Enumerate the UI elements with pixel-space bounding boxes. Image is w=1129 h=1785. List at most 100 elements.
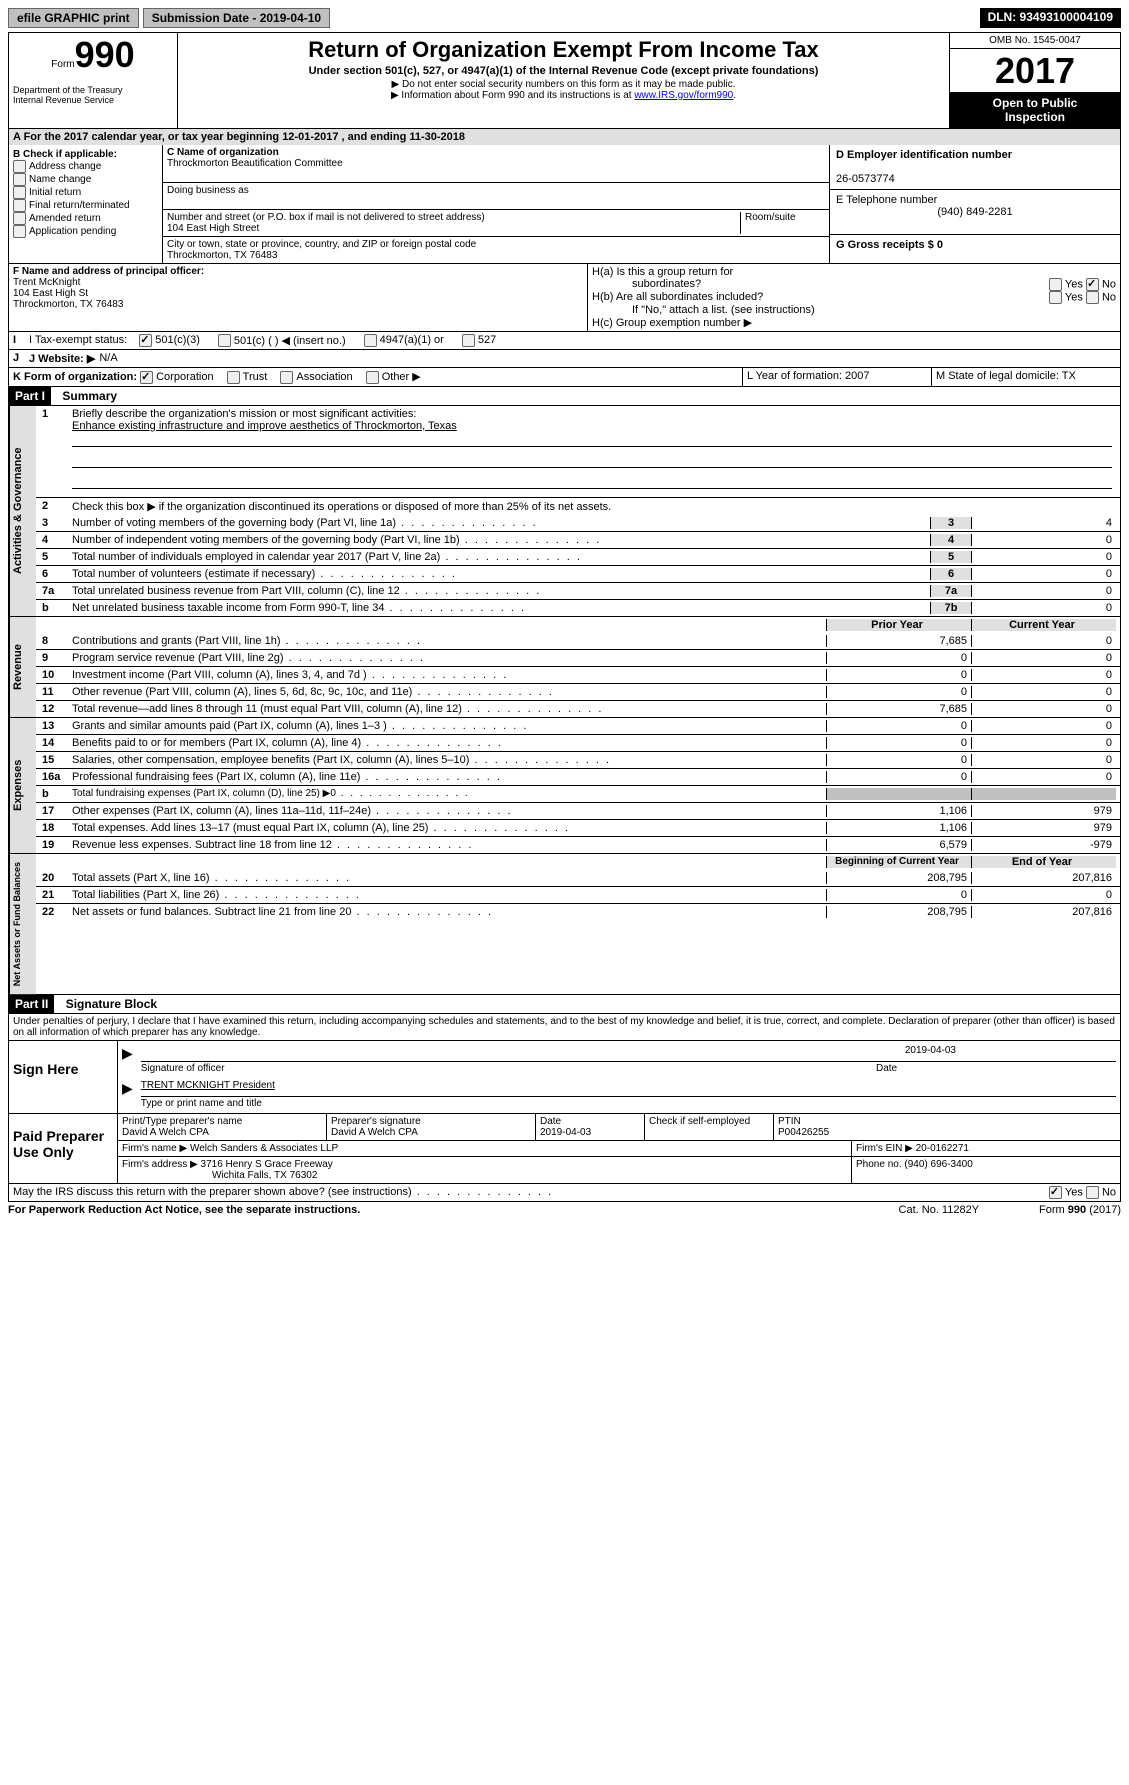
firm-name: Welch Sanders & Associates LLP: [190, 1143, 338, 1154]
line-text: Number of voting members of the governin…: [72, 517, 930, 529]
section-a: A For the 2017 calendar year, or tax yea…: [9, 129, 1120, 145]
line-box: 3: [930, 517, 971, 529]
dln: DLN: 93493100004109: [980, 8, 1121, 28]
expenses-label: Expenses: [9, 718, 36, 853]
checkbox-final-return[interactable]: [13, 199, 26, 212]
line-text: Other revenue (Part VIII, column (A), li…: [72, 686, 826, 698]
line-text: Total assets (Part X, line 16): [72, 872, 826, 884]
line-value: 0: [971, 585, 1116, 597]
checkbox-4947[interactable]: [364, 334, 377, 347]
checkbox-501c[interactable]: [218, 334, 231, 347]
line-no: 20: [40, 872, 72, 884]
checkbox-discuss-no[interactable]: [1086, 1186, 1099, 1199]
line-text: Grants and similar amounts paid (Part IX…: [72, 720, 826, 732]
prior-year-header: Prior Year: [826, 619, 971, 631]
line-box: 7a: [930, 585, 971, 597]
checkbox-ha-no[interactable]: [1086, 278, 1099, 291]
section-c: C Name of organization Throckmorton Beau…: [163, 145, 830, 263]
current-year-value: 0: [971, 754, 1116, 766]
section-i-label: I: [13, 334, 29, 347]
current-year-value: 0: [971, 720, 1116, 732]
line-text: Total expenses. Add lines 13–17 (must eq…: [72, 822, 826, 834]
section-b: B Check if applicable: Address change Na…: [9, 145, 163, 263]
line-no: 4: [40, 534, 72, 546]
line-no: 18: [40, 822, 72, 834]
dba-label: Doing business as: [167, 185, 825, 196]
line-no: 16a: [40, 771, 72, 783]
checkbox-association[interactable]: [280, 371, 293, 384]
room-suite-label: Room/suite: [741, 212, 825, 234]
prior-year-value: 7,685: [826, 703, 971, 715]
checkbox-trust[interactable]: [227, 371, 240, 384]
efile-button[interactable]: efile GRAPHIC print: [8, 8, 139, 28]
preparer-signature: David A Welch CPA: [331, 1127, 531, 1138]
form-number: 990: [75, 34, 135, 75]
header-subtitle: Under section 501(c), 527, or 4947(a)(1)…: [186, 65, 941, 77]
checkbox-hb-yes[interactable]: [1049, 291, 1062, 304]
paid-preparer-label: Paid Preparer Use Only: [9, 1114, 118, 1183]
current-year-value: 0: [971, 686, 1116, 698]
checkbox-address-change[interactable]: [13, 160, 26, 173]
irs-link[interactable]: www.IRS.gov/form990: [634, 90, 733, 101]
mission-text: Enhance existing infrastructure and impr…: [72, 420, 1116, 432]
sig-officer-label: Signature of officer: [141, 1063, 876, 1074]
checkbox-other[interactable]: [366, 371, 379, 384]
submission-date: Submission Date - 2019-04-10: [143, 8, 330, 28]
line-text: Net unrelated business taxable income fr…: [72, 602, 930, 614]
current-year-value: 0: [971, 652, 1116, 664]
officer-addr: 104 East High St: [13, 288, 583, 299]
prior-year-value: 0: [826, 889, 971, 901]
current-year-value: -979: [971, 839, 1116, 851]
line-text: Program service revenue (Part VIII, line…: [72, 652, 826, 664]
net-assets-label: Net Assets or Fund Balances: [9, 854, 36, 994]
line-text: Total number of volunteers (estimate if …: [72, 568, 930, 580]
line-box: 7b: [930, 602, 971, 614]
checkbox-ha-yes[interactable]: [1049, 278, 1062, 291]
line-text: Salaries, other compensation, employee b…: [72, 754, 826, 766]
checkbox-discuss-yes[interactable]: [1049, 1186, 1062, 1199]
line-text: Total liabilities (Part X, line 26): [72, 889, 826, 901]
self-employed-label: Check if self-employed: [649, 1116, 750, 1127]
form-header: Form990 Department of the Treasury Inter…: [8, 32, 1121, 129]
revenue-label: Revenue: [9, 617, 36, 717]
prior-year-value: 208,795: [826, 906, 971, 918]
checkbox-application-pending[interactable]: [13, 225, 26, 238]
checkbox-name-change[interactable]: [13, 173, 26, 186]
part-2-header: Part II: [9, 995, 54, 1013]
org-name-label: C Name of organization: [167, 147, 825, 158]
checkbox-corporation[interactable]: [140, 371, 153, 384]
line-text: Total number of individuals employed in …: [72, 551, 930, 563]
website-label: J Website: ▶: [29, 352, 95, 365]
checkbox-amended-return[interactable]: [13, 212, 26, 225]
current-year-value: 0: [971, 669, 1116, 681]
checkbox-501c3[interactable]: [139, 334, 152, 347]
street-address: 104 East High Street: [167, 223, 736, 234]
state-domicile: M State of legal domicile: TX: [931, 368, 1120, 386]
arrow-icon: ▶: [122, 1080, 133, 1109]
ptin-value: P00426255: [778, 1127, 1116, 1138]
officer-name: Trent McKnight: [13, 277, 583, 288]
footer-form: Form 990 (2017): [1039, 1204, 1121, 1216]
checkbox-hb-no[interactable]: [1086, 291, 1099, 304]
officer-printed-name: TRENT MCKNIGHT President: [141, 1080, 275, 1091]
website-value: N/A: [99, 352, 117, 365]
city-state-zip: Throckmorton, TX 76483: [167, 250, 825, 261]
line-text: Total fundraising expenses (Part IX, col…: [72, 788, 826, 800]
checkbox-527[interactable]: [462, 334, 475, 347]
begin-year-header: Beginning of Current Year: [826, 856, 971, 868]
current-year-value: 207,816: [971, 872, 1116, 884]
prior-year-value: 0: [826, 771, 971, 783]
prior-year-value: [826, 788, 971, 800]
section-h: H(a) Is this a group return for subordin…: [588, 264, 1120, 331]
checkbox-initial-return[interactable]: [13, 186, 26, 199]
arrow-icon: ▶: [122, 1045, 133, 1074]
line-text: Contributions and grants (Part VIII, lin…: [72, 635, 826, 647]
prior-year-value: 0: [826, 686, 971, 698]
current-year-value: 0: [971, 703, 1116, 715]
prior-year-value: 7,685: [826, 635, 971, 647]
current-year-value: 0: [971, 771, 1116, 783]
line-text: Professional fundraising fees (Part IX, …: [72, 771, 826, 783]
part-1-header: Part I: [9, 387, 51, 405]
line-2-text: Check this box ▶ if the organization dis…: [72, 501, 611, 513]
line-value: 0: [971, 568, 1116, 580]
